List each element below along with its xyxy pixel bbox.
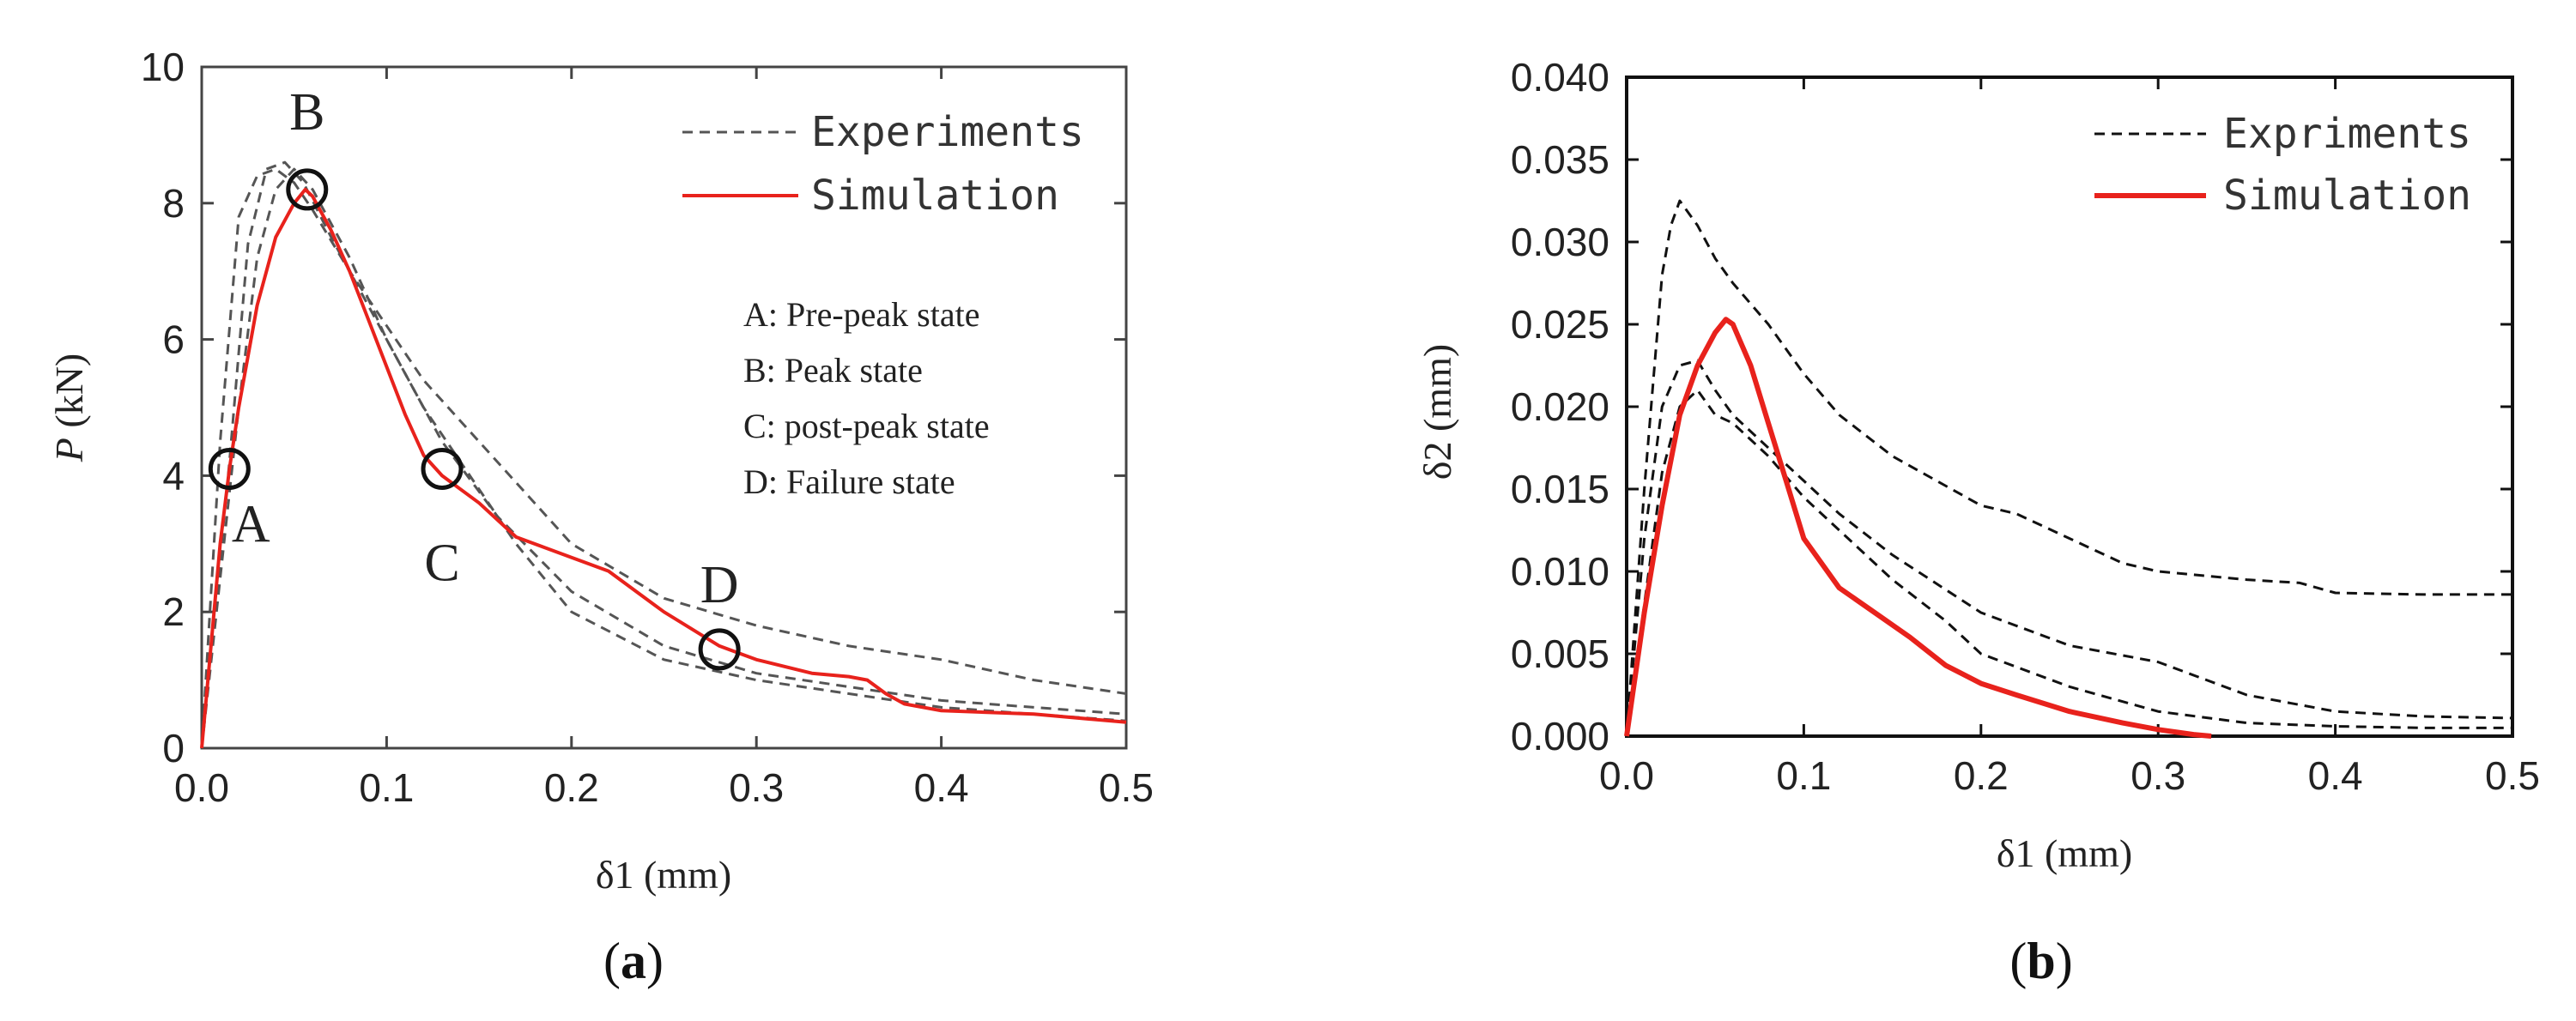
chart-a-y-axis-label: P (kN) bbox=[47, 353, 91, 462]
chart-a-y-tick-label: 6 bbox=[162, 317, 185, 362]
chart-a-x-tick-label: 0.3 bbox=[729, 765, 784, 810]
annotation-pre-peak: A: Pre-peak state bbox=[743, 295, 979, 334]
chart-a-plot-frame bbox=[200, 65, 1128, 750]
chart-a-y-tick-label: 8 bbox=[162, 181, 185, 226]
state-label-b: B bbox=[289, 83, 324, 142]
chart-b-x-tick-label: 0.1 bbox=[1776, 753, 1831, 798]
chart-b-y-axis-label: δ2 (mm) bbox=[1415, 344, 1459, 480]
chart-a-legend: Experiments Simulation bbox=[682, 108, 1084, 220]
chart-a-x-tick-label: 0.5 bbox=[1099, 765, 1154, 810]
chart-b-y-tick-label: 0.000 bbox=[1511, 714, 1609, 758]
chart-a-series-experiments-1 bbox=[200, 160, 1127, 749]
state-label-c: C bbox=[424, 534, 459, 592]
chart-a-x-tick-label: 0.0 bbox=[174, 765, 229, 810]
chart-a-x-tick-label: 0.4 bbox=[914, 765, 969, 810]
chart-b-y-tick-label: 0.040 bbox=[1511, 55, 1609, 100]
chart-a-x-tick-label: 0.2 bbox=[544, 765, 599, 810]
chart-b-legend-expriments: Expriments bbox=[2223, 110, 2471, 158]
chart-b: 0.000 0.005 0.010 0.015 0.020 0.025 0.030 0.035… bbox=[1415, 55, 2540, 989]
chart-a-legend-simulation: Simulation bbox=[811, 172, 1059, 220]
state-marker-c bbox=[421, 447, 464, 490]
chart-a-y-tick-label: 10 bbox=[141, 45, 185, 89]
chart-a-y-tick-label: 2 bbox=[162, 589, 185, 634]
chart-b-x-tick-label: 0.0 bbox=[1599, 753, 1654, 798]
chart-b-x-tick-label: 0.5 bbox=[2485, 753, 2540, 798]
chart-b-x-axis-label: δ1 (mm) bbox=[1997, 831, 2132, 875]
chart-b-legend-simulation: Simulation bbox=[2223, 172, 2471, 220]
chart-b-series bbox=[1624, 199, 2513, 739]
chart-b-series-expriments-2 bbox=[1625, 389, 2512, 737]
state-marker-a bbox=[208, 447, 251, 490]
state-label-a: A bbox=[232, 495, 270, 553]
chart-b-x-tick-label: 0.4 bbox=[2308, 753, 2363, 798]
state-marker-b bbox=[286, 168, 329, 211]
chart-b-x-tick-label: 0.3 bbox=[2131, 753, 2185, 798]
annotation-post-peak: C: post-peak state bbox=[743, 407, 990, 445]
chart-b-legend: Expriments Simulation bbox=[2094, 110, 2471, 220]
chart-b-y-tick-label: 0.020 bbox=[1511, 384, 1609, 429]
chart-b-y-tick-label: 0.030 bbox=[1511, 220, 1609, 264]
state-label-d: D bbox=[700, 556, 739, 614]
chart-b-y-tick-label: 0.005 bbox=[1511, 631, 1609, 676]
chart-a-series-experiments-2 bbox=[200, 167, 1127, 749]
chart-b-x-tick-label: 0.2 bbox=[1954, 753, 2009, 798]
annotation-failure: D: Failure state bbox=[743, 462, 955, 501]
chart-b-y-tick-label: 0.015 bbox=[1511, 467, 1609, 511]
chart-b-x-ticks: 0.0 0.1 0.2 0.3 0.4 0.5 bbox=[1599, 77, 2540, 798]
chart-b-y-tick-label: 0.025 bbox=[1511, 302, 1609, 347]
chart-a-caption: (a) bbox=[603, 933, 664, 989]
chart-a-y-tick-label: 0 bbox=[162, 726, 185, 770]
chart-a-y-ticks: 0 2 4 6 8 10 bbox=[141, 45, 1126, 770]
chart-a-series bbox=[200, 160, 1127, 749]
chart-b-series-expriments-1 bbox=[1625, 359, 2513, 737]
chart-a-y-tick-label: 4 bbox=[162, 453, 185, 498]
chart-a: 0 2 4 6 8 10 0.0 0.1 0.2 0.3 0.4 0.5 A B C D Experime… bbox=[47, 45, 1154, 989]
annotation-peak: B: Peak state bbox=[743, 351, 923, 390]
chart-b-y-tick-label: 0.010 bbox=[1511, 549, 1609, 594]
state-marker-d bbox=[698, 628, 741, 671]
chart-a-x-axis-label: δ1 (mm) bbox=[596, 853, 731, 897]
chart-b-caption: (b) bbox=[2009, 933, 2072, 989]
chart-a-series-simulation-3 bbox=[200, 187, 1127, 749]
chart-a-series-experiments-0 bbox=[200, 167, 1127, 749]
chart-a-x-ticks: 0.0 0.1 0.2 0.3 0.4 0.5 bbox=[174, 67, 1154, 810]
chart-a-legend-experiments: Experiments bbox=[811, 108, 1084, 156]
chart-b-series-simulation-3 bbox=[1624, 317, 2212, 739]
chart-a-annotations: A: Pre-peak state B: Peak state C: post-… bbox=[743, 295, 990, 501]
chart-b-y-tick-label: 0.035 bbox=[1511, 137, 1609, 182]
chart-b-series-expriments-0 bbox=[1625, 199, 2512, 737]
chart-a-state-markers: A B C D bbox=[208, 83, 741, 671]
chart-b-y-ticks: 0.000 0.005 0.010 0.015 0.020 0.025 0.030 0.035… bbox=[1511, 55, 2512, 758]
chart-a-x-tick-label: 0.1 bbox=[359, 765, 414, 810]
